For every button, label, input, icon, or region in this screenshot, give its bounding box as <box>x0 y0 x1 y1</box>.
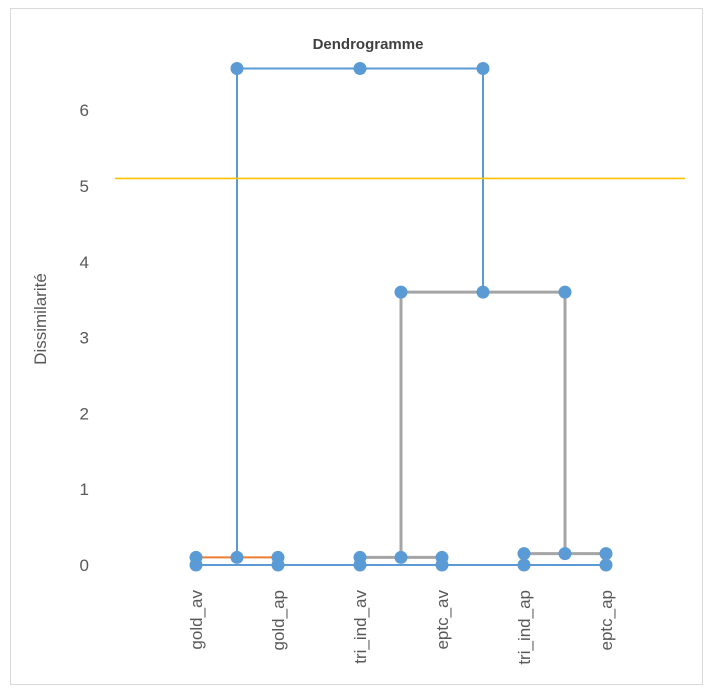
dendrogram-chart: Dendrogramme Dissimilarité 0 1 2 3 4 5 6 gold_… <box>31 36 685 665</box>
leaf-label: tri_ind_ap <box>515 590 534 665</box>
dendrogram-links <box>195 67 608 566</box>
y-tick-label: 5 <box>80 177 89 196</box>
branch-end-node <box>599 547 613 561</box>
merge-node <box>394 550 408 564</box>
merge-link <box>399 290 567 558</box>
y-tick-label: 0 <box>80 556 89 575</box>
leaf-label: tri_ind_av <box>351 590 370 664</box>
branch-end-node <box>517 547 531 561</box>
leaf-label: eptc_ap <box>597 590 616 651</box>
y-tick-label: 2 <box>80 404 89 423</box>
merge-node <box>558 547 572 561</box>
leaf-labels: gold_av gold_ap tri_ind_av eptc_av tri_ind_a… <box>187 590 616 665</box>
branch-end-node <box>435 550 449 564</box>
y-tick-label: 6 <box>80 101 89 120</box>
branch-end-node <box>558 285 572 299</box>
y-axis-label: Dissimilarité <box>31 273 50 365</box>
dendrogram-nodes <box>189 62 613 572</box>
y-tick-label: 1 <box>80 480 89 499</box>
branch-end-node <box>394 285 408 299</box>
branch-end-node <box>353 550 367 564</box>
leaf-node <box>517 558 531 572</box>
branch-end-node <box>189 550 203 564</box>
merge-node <box>476 285 490 299</box>
leaf-node <box>599 558 613 572</box>
merge-link <box>236 67 484 558</box>
leaf-label: gold_ap <box>269 590 288 651</box>
merge-node <box>353 62 367 76</box>
leaf-label: gold_av <box>187 590 206 650</box>
chart-frame: Dendrogramme Dissimilarité 0 1 2 3 4 5 6 gold_… <box>10 8 703 685</box>
y-tick-label: 3 <box>80 329 89 348</box>
y-tick-labels: 0 1 2 3 4 5 6 <box>80 101 89 575</box>
branch-end-node <box>271 550 285 564</box>
leaf-label: eptc_av <box>433 590 452 650</box>
chart-title: Dendrogramme <box>313 36 424 53</box>
branch-end-node <box>230 62 244 76</box>
branch-end-node <box>476 62 490 76</box>
merge-node <box>230 550 244 564</box>
y-tick-label: 4 <box>80 253 89 272</box>
